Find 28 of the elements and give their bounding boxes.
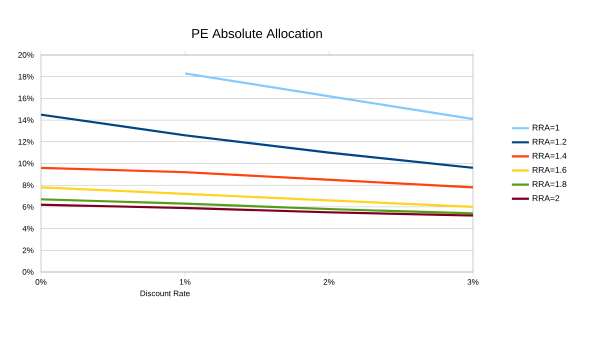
legend-label: RRA=1 [532, 124, 560, 131]
y-tick-label: 18% [18, 74, 34, 80]
y-tick-label: 16% [18, 96, 34, 102]
y-tick-label: 2% [22, 247, 34, 254]
line-series [41, 198, 473, 215]
y-tick-label: 12% [18, 138, 34, 145]
y-tick-label: 8% [22, 182, 34, 188]
line-series [41, 204, 473, 217]
y-tick-label: 0% [22, 269, 34, 275]
y-tick-label: 4% [22, 226, 34, 232]
y-tick-label: 14% [18, 117, 34, 123]
line-series [41, 186, 473, 208]
legend-label: RRA=1.4 [532, 152, 567, 159]
line-series [41, 114, 473, 169]
x-tick-label: 1% [180, 279, 190, 285]
legend-label: RRA=1.8 [532, 181, 566, 188]
x-axis-title: Discount Rate [140, 290, 190, 296]
y-tick-label: 20% [18, 52, 34, 58]
chart-title: PE Absolute Allocation [192, 28, 322, 38]
legend-label: RRA=1.6 [532, 166, 566, 173]
legend-label: RRA=1.2 [532, 138, 566, 145]
legend-label: RRA=2 [532, 195, 560, 202]
x-tick-label: 0% [36, 279, 46, 285]
line-series [41, 166, 473, 188]
y-tick-label: 10% [18, 160, 34, 166]
y-tick-label: 6% [22, 204, 34, 210]
x-tick-label: 3% [468, 279, 478, 285]
x-tick-label: 2% [324, 279, 334, 285]
